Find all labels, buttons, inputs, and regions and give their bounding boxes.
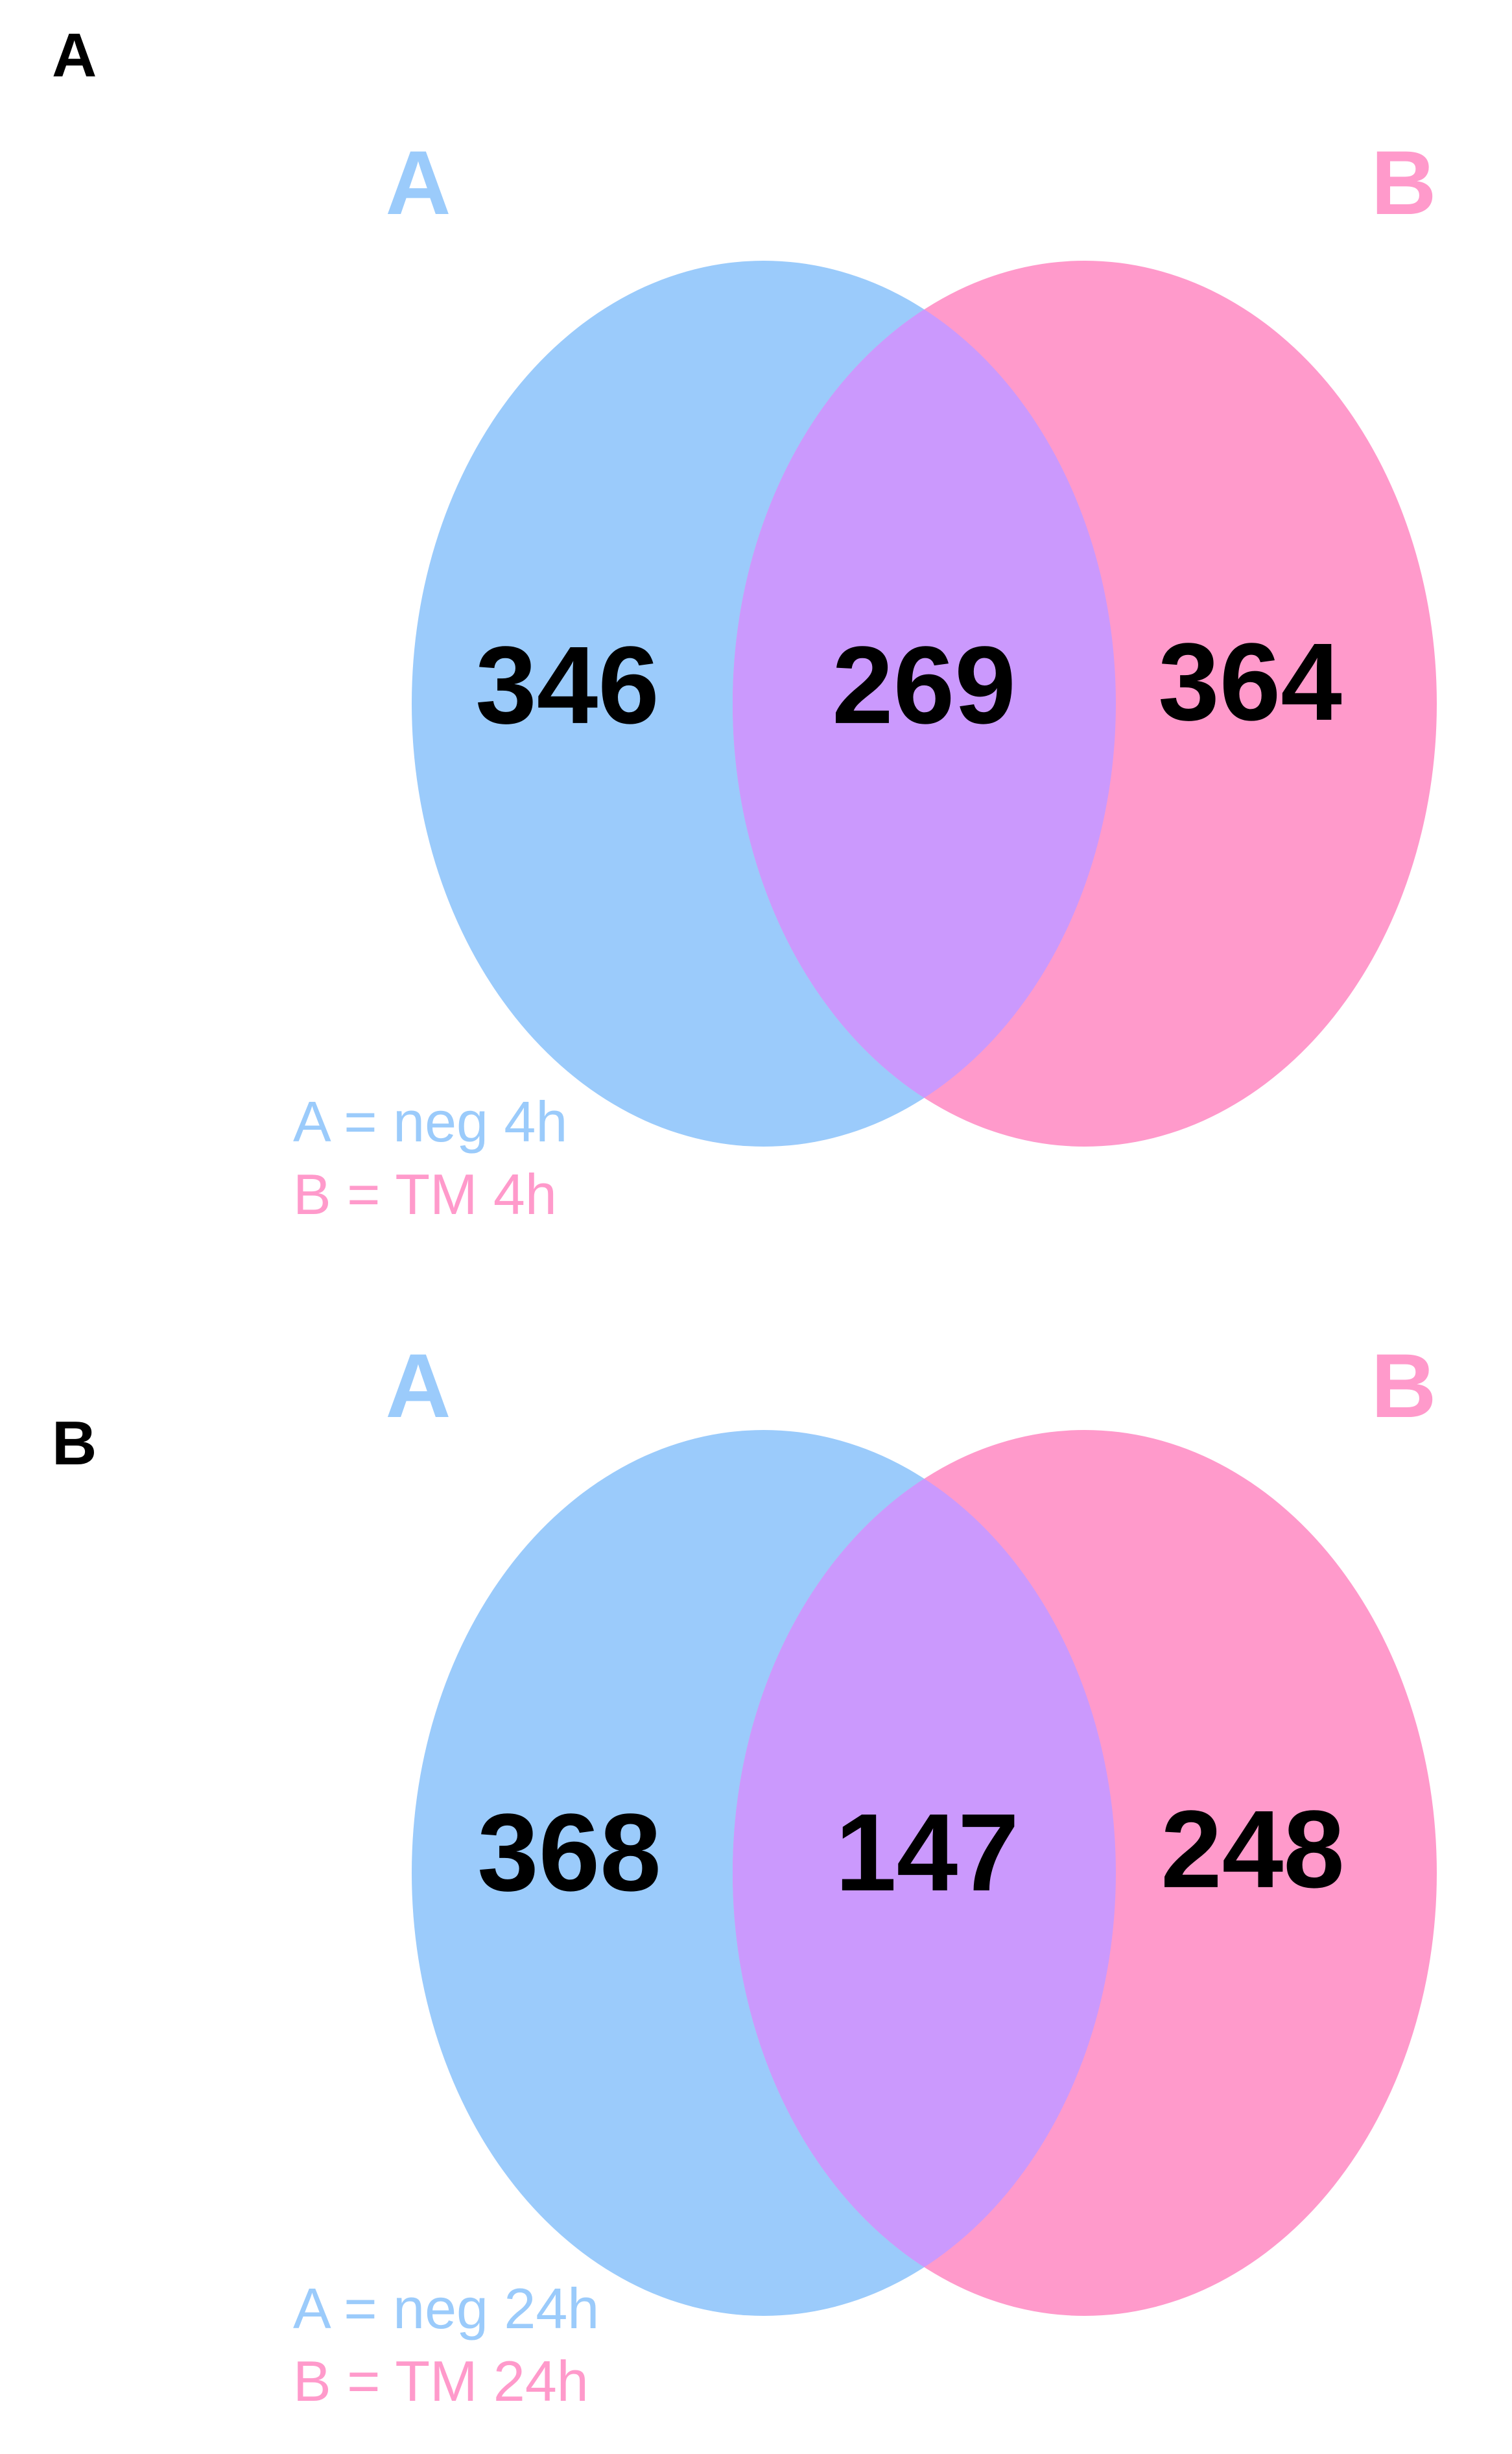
legend-a: A = neg 24h — [293, 2276, 599, 2341]
count-a-only: 346 — [475, 624, 659, 747]
count-b-only: 364 — [1158, 621, 1342, 744]
legend-a: A = neg 4h — [293, 1090, 567, 1154]
count-overlap: 147 — [835, 1791, 1019, 1914]
panel-label-a: A — [52, 21, 97, 90]
set-b-label: B — [1371, 1335, 1436, 1436]
set-a-label: A — [385, 132, 451, 233]
overlap-region — [733, 1430, 1116, 2316]
panel-label-b: B — [52, 1409, 97, 1478]
set-b-label: B — [1371, 132, 1436, 233]
overlap-region — [733, 261, 1116, 1147]
legend-b: B = TM 4h — [293, 1162, 557, 1226]
venn-panel-b: B A B 368 147 248 A = neg 24h B = TM 24h — [52, 1335, 1437, 2413]
count-overlap: 269 — [832, 624, 1016, 747]
count-a-only: 368 — [477, 1791, 661, 1914]
legend-b: B = TM 24h — [293, 2349, 589, 2413]
count-b-only: 248 — [1161, 1788, 1345, 1911]
venn-panel-a: A A B 346 269 364 A = neg 4h B = TM 4h — [52, 21, 1437, 1226]
set-a-label: A — [385, 1335, 451, 1436]
